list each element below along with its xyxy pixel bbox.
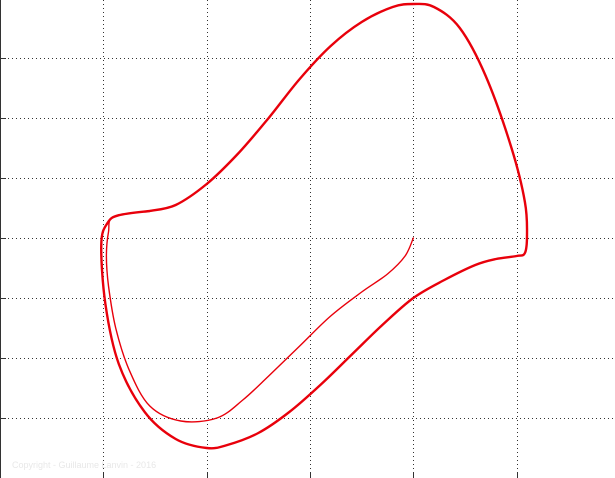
limit-cycle-line [100,2,529,450]
trajectory-curves [100,2,529,450]
axis-ticks [0,58,518,478]
copyright-watermark: Copyright - Guillaume Lanvin - 2016 [12,460,157,470]
transient-trajectory-line [105,210,414,423]
